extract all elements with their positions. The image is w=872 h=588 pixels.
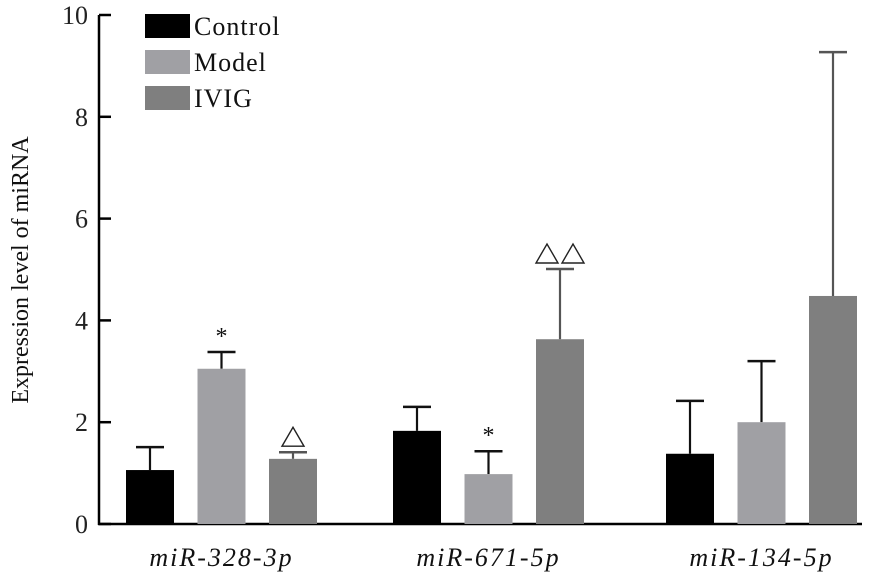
legend-swatch-ivig (145, 86, 190, 110)
bar-ivig (536, 339, 584, 524)
bar-control (666, 453, 714, 524)
triangle-icon (534, 242, 560, 264)
legend-swatch-model (145, 50, 190, 74)
y-tick-label: 4 (75, 306, 88, 335)
y-ticks: 0 2 4 6 8 10 (62, 1, 111, 539)
triangle-icon (280, 425, 306, 447)
x-tick-labels: miR-328-3p miR-671-5p miR-134-5p (149, 543, 833, 572)
bar-ivig (809, 295, 857, 524)
y-axis-label: Expression level of miRNA (8, 136, 34, 404)
y-tick-label: 10 (62, 1, 88, 30)
legend-label-control: Control (194, 12, 280, 41)
y-tick-label: 8 (75, 103, 88, 132)
bar-model (737, 422, 786, 524)
bar-ivig (269, 458, 317, 524)
significance-triangle-marker (534, 242, 586, 264)
bar-control (393, 430, 441, 524)
significance-asterisk: * (216, 324, 228, 350)
y-tick-label: 0 (75, 510, 88, 539)
y-tick-label: 6 (75, 205, 88, 234)
x-tick-label: miR-328-3p (149, 543, 293, 572)
significance-triangle-marker (280, 425, 306, 447)
bar-model (464, 474, 513, 524)
legend-swatch-control (145, 14, 190, 38)
x-tick-label: miR-671-5p (416, 543, 560, 572)
bar-model (197, 368, 246, 524)
triangle-icon (560, 242, 586, 264)
legend-label-model: Model (194, 48, 267, 77)
legend: Control Model IVIG (145, 12, 280, 113)
legend-label-ivig: IVIG (194, 84, 253, 113)
bar-control (126, 470, 174, 524)
x-tick-label: miR-134-5p (689, 543, 833, 572)
significance-asterisk: * (483, 423, 495, 449)
bars: ** (126, 50, 857, 524)
y-tick-label: 2 (75, 408, 88, 437)
